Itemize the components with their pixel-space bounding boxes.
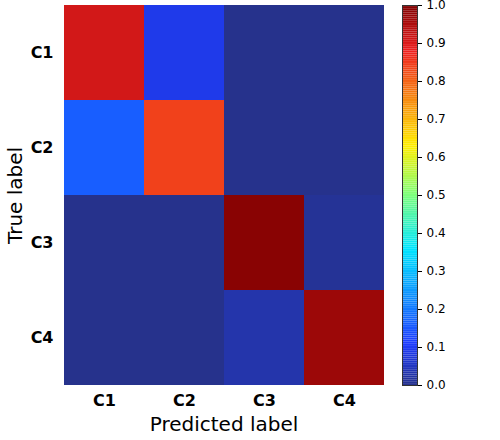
svg-text:C1: C1: [93, 391, 116, 410]
svg-text:C2: C2: [173, 391, 196, 410]
svg-text:0.6: 0.6: [427, 150, 446, 164]
svg-text:0.0: 0.0: [427, 378, 446, 392]
svg-text:C4: C4: [333, 391, 356, 410]
svg-text:True label: True label: [3, 147, 27, 245]
svg-text:0.4: 0.4: [427, 226, 446, 240]
svg-text:0.2: 0.2: [427, 302, 446, 316]
svg-text:C3: C3: [253, 391, 276, 410]
svg-text:C3: C3: [31, 233, 54, 252]
svg-text:C1: C1: [31, 43, 54, 62]
svg-text:Predicted label: Predicted label: [150, 412, 299, 436]
svg-text:0.1: 0.1: [427, 340, 446, 354]
svg-text:1.0: 1.0: [427, 0, 446, 12]
svg-text:0.3: 0.3: [427, 264, 446, 278]
svg-text:C2: C2: [31, 138, 54, 157]
svg-text:0.8: 0.8: [427, 74, 446, 88]
svg-text:0.9: 0.9: [427, 36, 446, 50]
svg-text:0.5: 0.5: [427, 188, 446, 202]
svg-text:C4: C4: [31, 328, 54, 347]
svg-text:0.7: 0.7: [427, 112, 446, 126]
